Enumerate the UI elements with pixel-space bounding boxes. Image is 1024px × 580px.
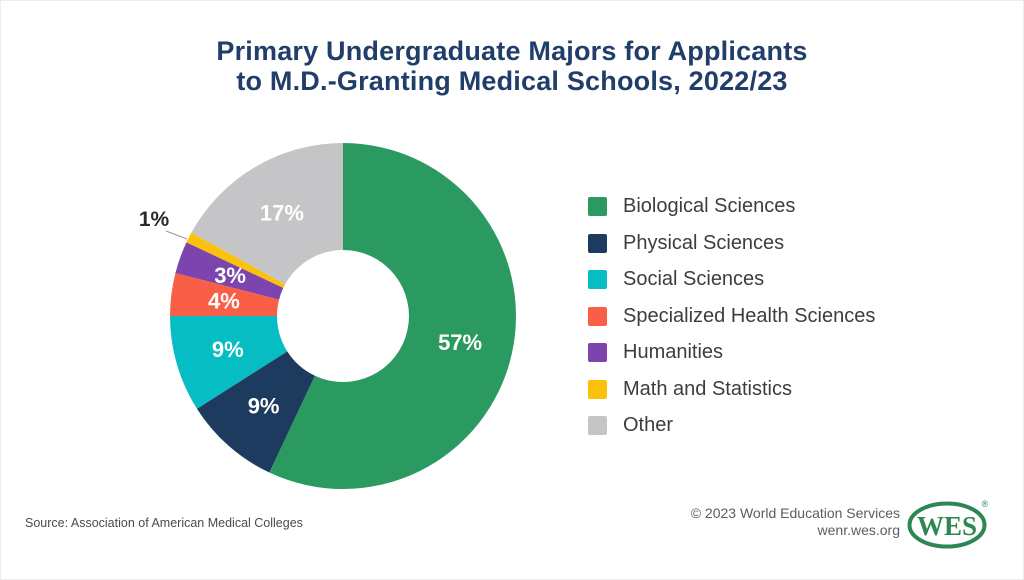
legend-swatch bbox=[588, 270, 607, 290]
legend-swatch bbox=[588, 343, 607, 363]
pie-slice-social-sciences bbox=[170, 316, 288, 409]
legend-label: Math and Statistics bbox=[623, 377, 792, 400]
chart-title-line2: to M.D.-Granting Medical Schools, 2022/2… bbox=[236, 66, 788, 96]
legend-label: Physical Sciences bbox=[623, 231, 785, 254]
legend-swatch bbox=[588, 306, 607, 326]
legend-swatch bbox=[588, 197, 607, 217]
wes-logo-ellipse bbox=[907, 501, 987, 549]
legend-swatch bbox=[588, 233, 607, 253]
chart-title-line1: Primary Undergraduate Majors for Applica… bbox=[216, 36, 808, 66]
legend-label: Other bbox=[623, 414, 674, 437]
legend-item-math-and-statistics: Math and Statistics bbox=[588, 377, 875, 400]
legend-item-social-sciences: Social Sciences bbox=[588, 268, 875, 291]
wes-logo-text: WES bbox=[917, 511, 977, 541]
legend-label: Biological Sciences bbox=[623, 195, 796, 218]
legend-label: Social Sciences bbox=[623, 268, 765, 291]
website-url: wenr.wes.org bbox=[817, 522, 900, 538]
slice-label: 9% bbox=[212, 337, 244, 362]
pie-slice-humanities bbox=[175, 242, 284, 300]
legend-item-physical-sciences: Physical Sciences bbox=[588, 231, 875, 254]
slice-label: 57% bbox=[438, 330, 482, 355]
copyright-line: © 2023 World Education Services bbox=[690, 505, 900, 521]
wes-logo: WES ® bbox=[907, 499, 989, 549]
slice-label: 4% bbox=[208, 289, 240, 314]
legend-swatch bbox=[588, 416, 607, 436]
legend-item-humanities: Humanities bbox=[588, 341, 875, 364]
legend-item-specialized-health-sciences: Specialized Health Sciences bbox=[588, 304, 876, 327]
legend-item-biological-sciences: Biological Sciences bbox=[588, 195, 875, 218]
pie-slice-biological-sciences bbox=[269, 143, 516, 489]
source-note: Source: Association of American Medical … bbox=[25, 516, 303, 530]
pie-slice-math-and-statistics bbox=[186, 232, 286, 288]
legend-item-other: Other bbox=[588, 414, 875, 437]
slice-label: 17% bbox=[260, 200, 304, 225]
chart-title: Primary Undergraduate Majors for Applica… bbox=[0, 36, 1024, 96]
legend-label: Specialized Health Sciences bbox=[623, 304, 876, 327]
legend-swatch bbox=[588, 379, 607, 399]
pie-slice-physical-sciences bbox=[196, 351, 315, 473]
pie-slice-specialized-health-sciences bbox=[170, 272, 280, 316]
slice-label-outside: 1% bbox=[139, 208, 170, 231]
label-leader-line bbox=[165, 230, 188, 240]
registered-trademark-icon: ® bbox=[982, 499, 989, 509]
copyright-block: © 2023 World Education Services wenr.wes… bbox=[691, 505, 900, 539]
slice-label: 9% bbox=[248, 394, 280, 419]
chart-legend: Biological Sciences Physical Sciences Soci… bbox=[588, 195, 876, 437]
legend-label: Humanities bbox=[623, 341, 724, 364]
pie-slice-other bbox=[191, 143, 343, 285]
